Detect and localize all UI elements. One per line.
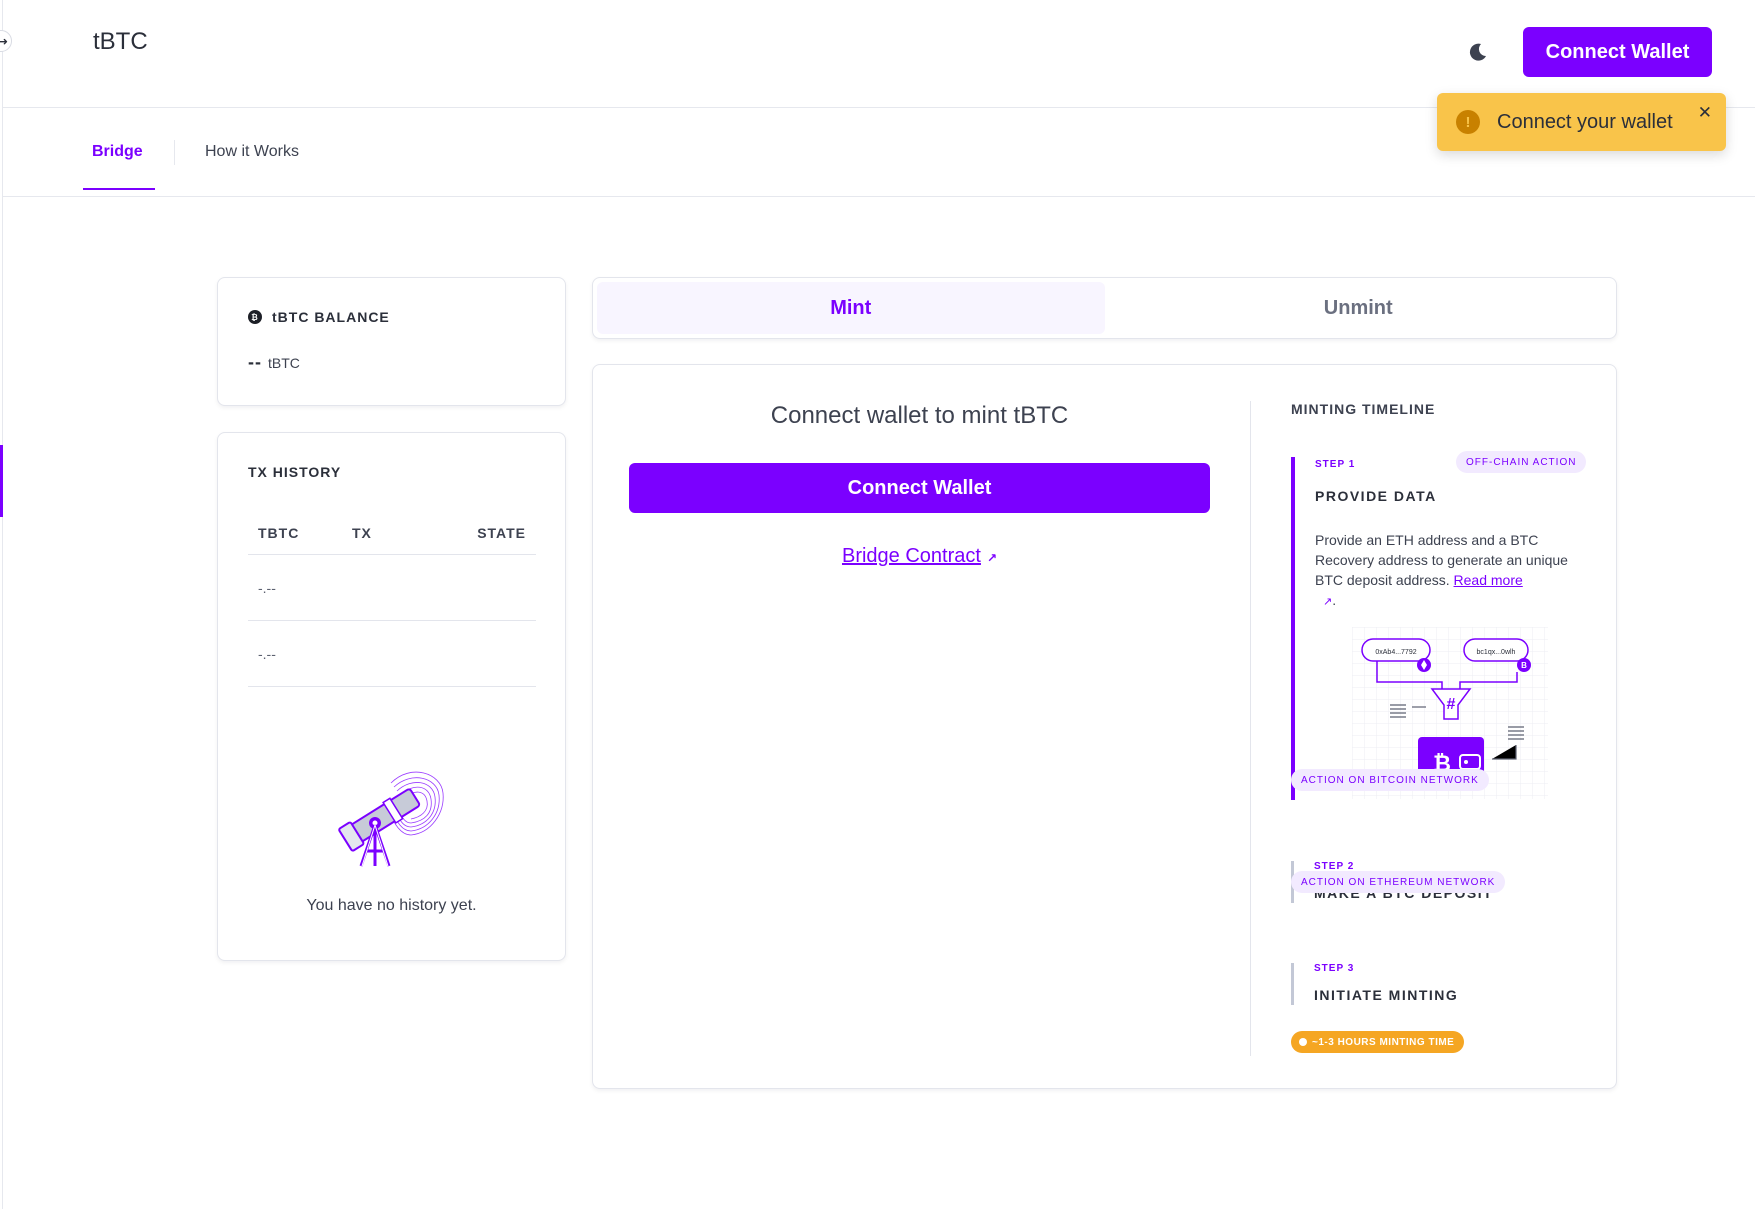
sidebar-active-indicator: [0, 445, 3, 517]
bridge-contract-link-text[interactable]: Bridge Contract: [841, 545, 981, 567]
tab-how-it-works[interactable]: How it Works: [205, 143, 299, 160]
mint-unmint-tabs: Mint Unmint: [592, 277, 1617, 339]
table-row: -.--: [248, 555, 536, 621]
nav-divider: [174, 140, 175, 165]
ethereum-network-badge: ACTION ON ETHEREUM NETWORK: [1291, 871, 1506, 893]
off-chain-action-badge: OFF-CHAIN ACTION: [1456, 451, 1587, 473]
table-header: TBTC TX STATE: [248, 511, 536, 555]
clock-icon: [1299, 1038, 1307, 1046]
moon-icon[interactable]: [1466, 40, 1490, 64]
svg-text:B: B: [1521, 661, 1527, 670]
step-3-title: INITIATE MINTING: [1314, 987, 1459, 1003]
timeline-step-1: STEP 1 OFF-CHAIN ACTION PROVIDE DATA Pro…: [1291, 451, 1587, 800]
column-header-state: STATE: [477, 524, 526, 541]
minting-time-text: ~1-3 HOURS MINTING TIME: [1312, 1036, 1455, 1048]
step-1-description-text: Provide an ETH address and a BTC Recover…: [1315, 532, 1568, 588]
bridge-contract-link[interactable]: Bridge Contract ↗: [629, 545, 1210, 568]
column-header-tbtc: TBTC: [258, 524, 300, 541]
mint-heading: Connect wallet to mint tBTC: [770, 402, 1069, 429]
header: tBTC Connect Wallet: [3, 0, 1755, 108]
timeline-title: MINTING TIMELINE: [1291, 401, 1436, 417]
telescope-illustration: [331, 763, 451, 868]
cell-tbtc: -.--: [258, 645, 276, 662]
close-icon[interactable]: ✕: [1697, 103, 1712, 122]
tx-history-card: TX HISTORY TBTC TX STATE -.-- -.--: [217, 432, 566, 961]
tab-mint[interactable]: Mint: [597, 282, 1105, 334]
mint-card: Connect wallet to mint tBTC Connect Wall…: [592, 364, 1617, 1089]
sidebar: [0, 0, 3, 1209]
connect-wallet-toast: ! Connect your wallet ✕: [1437, 93, 1726, 151]
balance-title: ₿ tBTC BALANCE: [248, 309, 390, 325]
column-header-tx: TX: [352, 524, 372, 541]
balance-unit: tBTC: [268, 355, 300, 371]
tx-history-title: TX HISTORY: [248, 464, 342, 480]
balance-value: -- tBTC: [248, 352, 300, 373]
minting-time-badge: ~1-3 HOURS MINTING TIME: [1291, 1031, 1465, 1053]
tx-history-table: TBTC TX STATE -.-- -.--: [248, 511, 536, 687]
svg-text:#: #: [1447, 696, 1456, 713]
tab-unmint[interactable]: Unmint: [1323, 296, 1393, 319]
balance-amount: --: [248, 352, 262, 372]
timeline-step-3: STEP 3 INITIATE MINTING: [1291, 963, 1581, 1005]
toast-message: Connect your wallet: [1497, 110, 1673, 133]
table-row: -.--: [248, 621, 536, 687]
panel-divider: [1250, 401, 1251, 1056]
step-1-title: PROVIDE DATA: [1315, 488, 1437, 504]
external-link-icon: ↗: [1323, 596, 1333, 608]
empty-history-text: You have no history yet.: [306, 897, 477, 914]
step-3-label: STEP 3: [1314, 963, 1355, 974]
external-link-icon: ↗: [986, 551, 998, 565]
cell-tbtc: -.--: [258, 579, 276, 596]
step-1-description: Provide an ETH address and a BTC Recover…: [1315, 532, 1568, 608]
main-nav: Bridge How it Works: [3, 108, 1755, 197]
tab-active-underline: [83, 188, 155, 190]
balance-title-text: tBTC BALANCE: [272, 309, 390, 325]
arrow-right-icon: ➜: [0, 35, 8, 48]
app-logo[interactable]: tBTC: [93, 28, 148, 55]
connect-wallet-button[interactable]: Connect Wallet: [629, 463, 1210, 513]
tbtc-balance-card: ₿ tBTC BALANCE -- tBTC: [217, 277, 566, 406]
step-1-label: STEP 1: [1315, 459, 1356, 470]
step-2-label: STEP 2: [1314, 861, 1355, 872]
tab-bridge[interactable]: Bridge: [92, 143, 143, 160]
read-more-link[interactable]: Read more: [1453, 572, 1523, 588]
tbtc-icon: ₿: [248, 310, 262, 324]
header-connect-wallet-button[interactable]: Connect Wallet: [1523, 27, 1712, 77]
bitcoin-network-badge: ACTION ON BITCOIN NETWORK: [1291, 769, 1489, 791]
illustration-eth-address: 0xAb4...7792: [1375, 649, 1416, 656]
warning-icon: !: [1456, 110, 1480, 134]
illustration-btc-address: bc1qx...0wlh: [1477, 649, 1516, 656]
